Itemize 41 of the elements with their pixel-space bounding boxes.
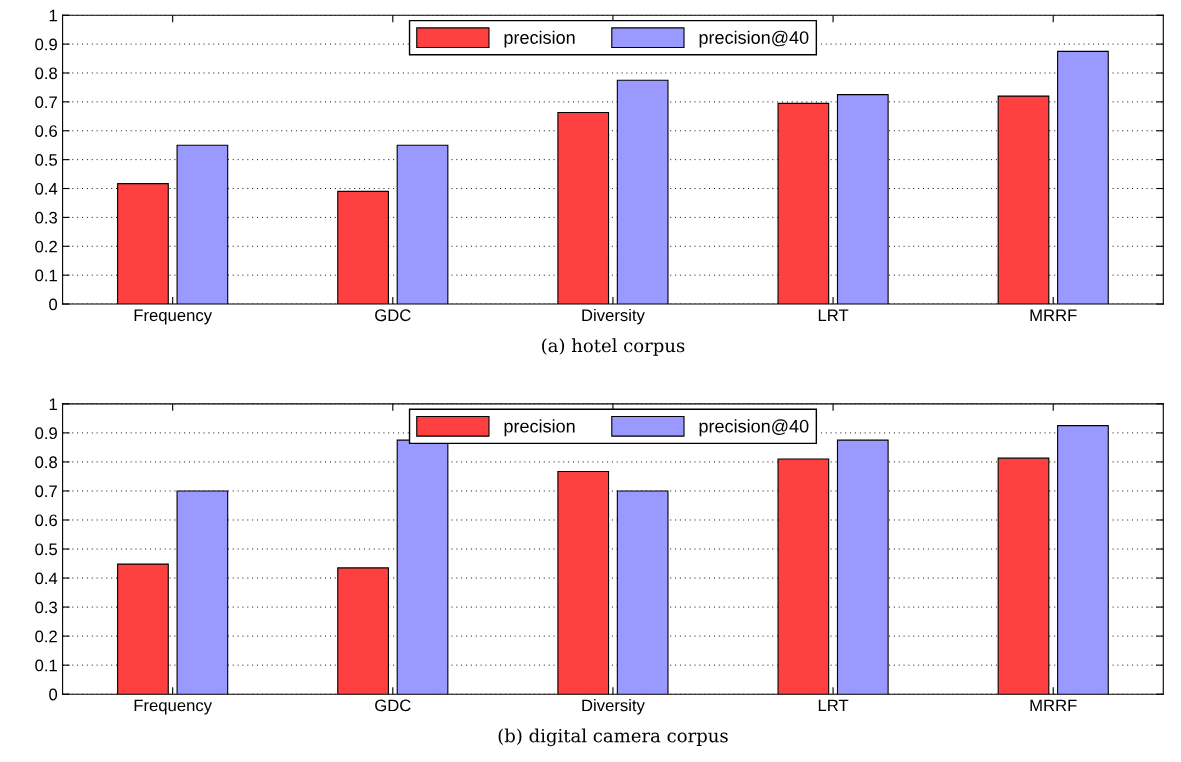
y-tick-label: 0.8: [35, 456, 58, 469]
y-tick-label: 0.9: [35, 427, 57, 440]
x-tick-label: Frequency: [134, 699, 213, 715]
y-tick-label: 0.5: [35, 154, 58, 166]
y-tick-label: 0.3: [35, 211, 57, 224]
x-tick-label: GDC: [375, 699, 411, 712]
legend-label: precision: [504, 30, 575, 48]
x-axis-title: (a) hotel corpus: [542, 338, 685, 356]
y-tick-label: 0.4: [35, 572, 58, 585]
y-tick-label: 0.6: [35, 125, 57, 137]
y-tick-label: 0.1: [35, 269, 57, 282]
y-tick-label: 0.3: [35, 601, 57, 614]
bar: [337, 567, 389, 695]
legend-label: precision@40: [699, 419, 809, 437]
y-tick-label: 0.2: [35, 630, 57, 643]
x-tick-label: LRT: [818, 309, 849, 321]
x-tick-label: MRRF: [1030, 699, 1077, 712]
y-tick-label: 0.4: [35, 182, 58, 195]
y-tick-label: 0: [49, 688, 58, 701]
bar: [616, 490, 669, 695]
legend-label: precision@40: [699, 30, 809, 48]
y-tick-label: 1: [49, 398, 57, 410]
y-tick-label: 0.1: [35, 659, 57, 672]
y-tick-label: 0: [49, 298, 58, 311]
legend-label: precision: [504, 419, 575, 437]
y-tick-label: 0.8: [35, 67, 58, 80]
x-tick-label: Diversity: [582, 308, 645, 325]
x-tick-label: GDC: [375, 309, 411, 322]
y-tick-label: 0.7: [35, 485, 57, 498]
y-tick-label: 0.6: [35, 514, 57, 527]
x-tick-label: Frequency: [134, 309, 213, 325]
y-tick-label: 0.9: [35, 38, 57, 51]
x-tick-label: Diversity: [582, 699, 645, 715]
x-tick-label: LRT: [818, 699, 849, 712]
y-tick-label: 1: [49, 9, 57, 22]
y-tick-label: 0.5: [35, 543, 58, 556]
y-tick-label: 0.7: [35, 96, 57, 109]
bar: [176, 490, 229, 695]
x-tick-label: MRRF: [1030, 309, 1077, 321]
y-tick-label: 0.2: [35, 240, 57, 253]
x-axis-title: (b) digital camera corpus: [498, 728, 728, 747]
